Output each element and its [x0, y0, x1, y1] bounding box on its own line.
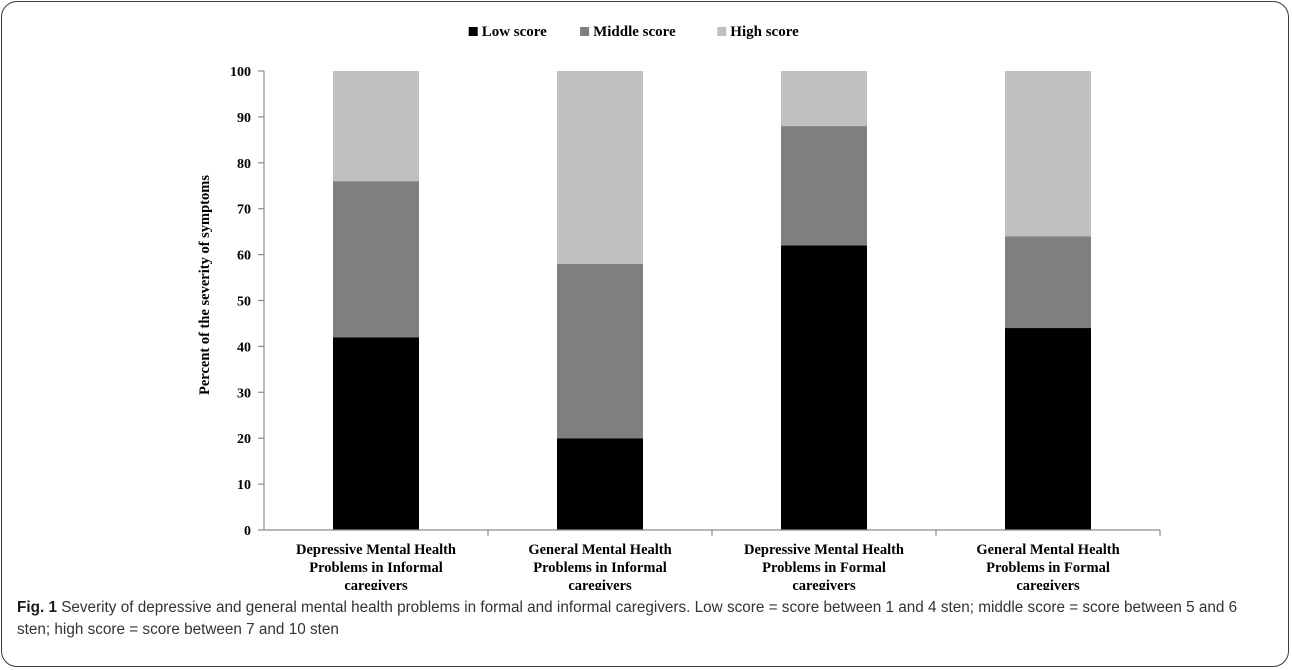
- bar-segment-low-score: [557, 438, 643, 530]
- y-tick-label: 90: [237, 111, 251, 126]
- bar-segment-high-score: [557, 71, 643, 264]
- figure-caption-text: Severity of depressive and general menta…: [17, 599, 1238, 638]
- x-category-label: Depressive Mental Health Problems in Info…: [296, 542, 456, 590]
- y-tick-label: 40: [237, 340, 251, 355]
- y-tick-label: 0: [244, 524, 251, 539]
- bar-segment-high-score: [781, 71, 867, 127]
- legend-swatch: [580, 27, 590, 36]
- x-category-label: General Mental Health Problems in Formal c…: [976, 542, 1119, 590]
- legend: Low score Middle score High score: [468, 24, 799, 40]
- bar-segment-middle-score: [781, 126, 867, 246]
- legend-label: High score: [730, 24, 799, 40]
- y-tick-label: 10: [237, 478, 251, 493]
- bar-segment-low-score: [1005, 328, 1091, 530]
- legend-label: Middle score: [593, 24, 676, 40]
- bar-segment-high-score: [1005, 71, 1091, 237]
- bar-segment-middle-score: [1005, 236, 1091, 329]
- bar-segment-low-score: [781, 245, 867, 531]
- legend-item: Low score: [468, 24, 547, 40]
- figure-caption-label: Fig. 1: [17, 599, 57, 616]
- bar-segment-high-score: [333, 71, 419, 182]
- y-tick-label: 60: [237, 249, 251, 264]
- y-tick-label: 80: [237, 157, 251, 172]
- y-tick-label: 30: [237, 386, 251, 401]
- y-tick-label: 20: [237, 432, 251, 447]
- figure-caption: Fig. 1 Severity of depressive and genera…: [17, 597, 1272, 641]
- bar-segment-low-score: [333, 337, 419, 530]
- legend-swatch: [468, 27, 478, 36]
- x-axis: Depressive Mental Health Problems in Info…: [264, 529, 1161, 590]
- y-tick-label: 70: [237, 203, 251, 218]
- y-axis-label: Percent of the severity of symptoms: [197, 175, 213, 395]
- y-tick-label: 100: [230, 65, 251, 80]
- x-category-label: General Mental Health Problems in Informa…: [528, 542, 671, 590]
- stacked-bar-chart: Low score Middle score High score 0 10 20 30 4…: [197, 24, 1161, 590]
- bar-segment-middle-score: [333, 181, 419, 338]
- x-category-label: Depressive Mental Health Problems in Form…: [744, 542, 904, 590]
- legend-label: Low score: [482, 24, 547, 40]
- bar-segment-middle-score: [557, 263, 643, 439]
- legend-item: High score: [717, 24, 799, 40]
- y-axis: 0 10 20 30 40 50 60 70 80 90 100: [230, 65, 265, 539]
- bars: [333, 71, 1091, 531]
- y-tick-label: 50: [237, 295, 251, 310]
- legend-item: Middle score: [580, 24, 676, 40]
- legend-swatch: [717, 27, 727, 36]
